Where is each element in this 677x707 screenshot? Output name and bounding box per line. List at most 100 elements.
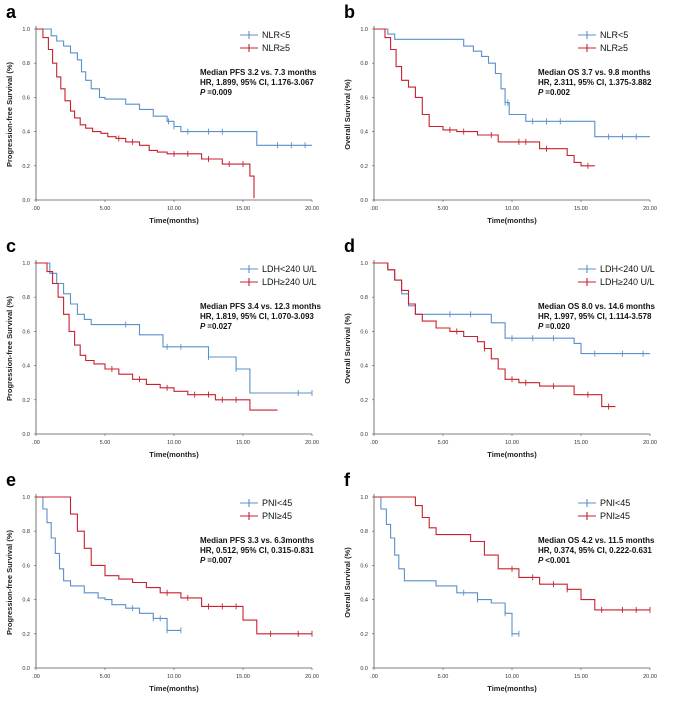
y-tick-label: 0.2 [22,164,30,170]
y-axis-label: Overall Survival (%) [343,547,352,618]
km-curve-2 [36,28,255,199]
km-curve-1 [36,496,181,631]
y-axis-label: Overall Survival (%) [343,313,352,384]
y-tick-label: 0.8 [22,61,30,67]
legend-label: PNI≥45 [600,511,630,521]
y-axis-label: Overall Survival (%) [343,79,352,150]
y-tick-label: 0.6 [22,95,30,101]
y-tick-label: 1.0 [360,495,368,501]
y-tick-label: 0.4 [360,598,368,604]
x-axis-label: Time(months) [149,216,199,225]
legend-label: LDH<240 U/L [262,264,317,274]
x-tick-label: .00 [32,440,40,446]
x-tick-label: 20.00 [643,674,657,680]
p-value-annotation: P =0.009 [200,88,233,97]
p-value: =0.009 [207,88,232,97]
y-tick-label: 0.8 [22,529,30,535]
x-tick-label: 20.00 [305,440,319,446]
x-tick-label: 5.00 [438,674,449,680]
x-tick-label: .00 [370,440,378,446]
y-tick-label: 0.2 [360,632,368,638]
x-tick-label: 10.00 [505,440,519,446]
p-value-annotation: P =0.027 [200,322,233,331]
p-symbol: P [200,88,207,97]
y-axis-label: Progression-free Survival (%) [5,529,14,635]
panel-f: f 0.0 0.2 0.4 0.6 0.8 1.0 .00 5.00 10.00 15.00 20.0… [343,470,657,693]
p-value-annotation: P <0.001 [538,556,571,565]
x-tick-label: 10.00 [167,206,181,212]
km-curve-1 [374,496,519,635]
panel-letter: a [6,2,17,22]
x-tick-label: 10.00 [167,440,181,446]
y-tick-label: 0.6 [360,563,368,569]
median-annotation: Median OS 8.0 vs. 14.6 months [538,302,655,311]
km-curve-1 [36,262,312,394]
panel-c: c 0.0 0.2 0.4 0.6 0.8 1.0 .00 5.00 10.00 15.00 20.0… [5,236,321,459]
x-tick-label: 15.00 [574,674,588,680]
hr-annotation: HR, 0.512, 95% CI, 0.315-0.831 [200,546,314,555]
median-annotation: Median PFS 3.4 vs. 12.3 months [200,302,321,311]
y-tick-label: 0.8 [22,295,30,301]
y-tick-label: 0.4 [22,598,30,604]
x-tick-label: .00 [32,206,40,212]
y-tick-label: 0.0 [360,198,368,204]
p-value-annotation: P =0.020 [538,322,571,331]
legend-label: NLR<5 [262,30,290,40]
p-value: <0.001 [545,556,570,565]
x-tick-label: 15.00 [574,440,588,446]
x-tick-label: 5.00 [100,674,111,680]
x-axis-label: Time(months) [149,450,199,459]
y-tick-label: 0.2 [360,164,368,170]
x-tick-label: 15.00 [574,206,588,212]
x-tick-label: 20.00 [305,674,319,680]
panel-letter: b [344,2,355,22]
y-tick-label: 1.0 [22,27,30,33]
y-tick-label: 0.4 [360,130,368,136]
y-tick-label: 0.2 [22,632,30,638]
x-tick-label: 20.00 [305,206,319,212]
hr-annotation: HR, 2.311, 95% CI, 1.375-3.882 [538,78,652,87]
p-symbol: P [538,556,545,565]
hr-annotation: HR, 1.899, 95% CI, 1.176-3.067 [200,78,314,87]
panel-a: a 0.0 0.2 0.4 0.6 0.8 1.0 .00 5.00 10.00 15.00 20.0… [5,2,319,225]
x-axis-label: Time(months) [487,684,537,693]
y-tick-label: 0.6 [22,563,30,569]
p-symbol: P [200,556,207,565]
p-symbol: P [538,322,545,331]
legend-label: PNI<45 [262,498,292,508]
x-tick-label: .00 [370,206,378,212]
panel-b: b 0.0 0.2 0.4 0.6 0.8 1.0 .00 5.00 10.00 15.00 20.0… [343,2,657,225]
panel-letter: d [344,236,355,256]
y-tick-label: 0.8 [360,61,368,67]
legend-label: NLR≥5 [262,43,290,53]
x-axis-label: Time(months) [487,450,537,459]
panel-letter: c [6,236,16,256]
y-axis-label: Progression-free Survival (%) [5,295,14,401]
legend-label: LDH<240 U/L [600,264,655,274]
y-tick-label: 0.0 [22,432,30,438]
legend-label: NLR<5 [600,30,628,40]
y-tick-label: 0.4 [22,364,30,370]
y-tick-label: 1.0 [360,261,368,267]
y-tick-label: 0.4 [22,130,30,136]
legend-label: LDH≥240 U/L [600,277,654,287]
x-tick-label: 5.00 [438,206,449,212]
x-tick-label: 10.00 [167,674,181,680]
y-tick-label: 0.6 [360,329,368,335]
x-tick-label: 15.00 [236,440,250,446]
y-tick-label: 1.0 [360,27,368,33]
x-tick-label: 10.00 [505,674,519,680]
x-axis-label: Time(months) [149,684,199,693]
median-annotation: Median PFS 3.2 vs. 7.3 months [200,68,317,77]
x-tick-label: 20.00 [643,440,657,446]
p-value: =0.002 [545,88,570,97]
y-axis-label: Progression-free Survival (%) [5,61,14,167]
x-tick-label: 5.00 [438,440,449,446]
km-curve-2 [36,262,278,411]
legend-label: NLR≥5 [600,43,628,53]
panel-d: d 0.0 0.2 0.4 0.6 0.8 1.0 .00 5.00 10.00 15.00 20.0… [343,236,657,459]
y-tick-label: 0.6 [22,329,30,335]
y-tick-label: 0.6 [360,95,368,101]
